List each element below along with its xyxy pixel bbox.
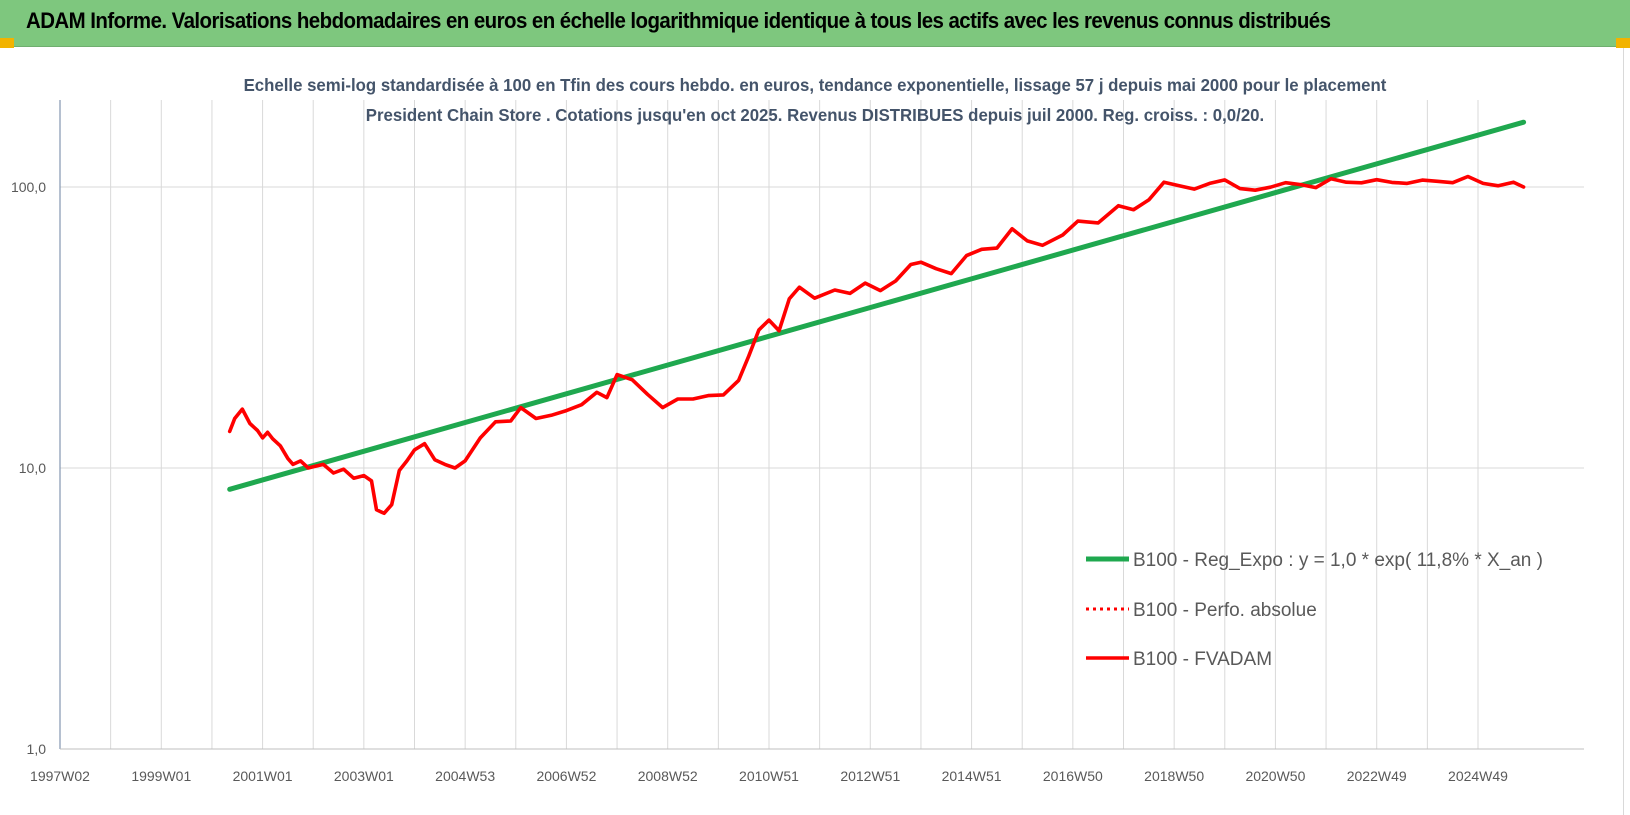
corner-marker-top-right [1616, 38, 1630, 48]
x-tick-label: 2016W50 [1043, 768, 1103, 784]
right-edge-strip [1623, 48, 1630, 815]
legend-label: B100 - Reg_Expo : y = 1,0 * exp( 11,8% *… [1133, 550, 1543, 571]
x-tick-label: 2020W50 [1245, 768, 1305, 784]
x-tick-label: 2003W01 [334, 768, 394, 784]
grid-layer [60, 100, 1584, 750]
y-tick-label: 10,0 [19, 460, 46, 476]
title-bar: ADAM Informe. Valorisations hebdomadaire… [0, 0, 1630, 47]
x-tick-label: 2018W50 [1144, 768, 1204, 784]
x-tick-label: 2004W53 [435, 768, 495, 784]
y-tick-label: 1,0 [27, 741, 47, 757]
x-tick-label: 2012W51 [840, 768, 900, 784]
series-line-fvadam [227, 174, 1526, 516]
x-tick-label: 2022W49 [1347, 768, 1407, 784]
x-tick-label: 2008W52 [638, 768, 698, 784]
x-tick-label: 1997W02 [30, 768, 90, 784]
x-tick-label: 1999W01 [131, 768, 191, 784]
x-tick-label: 2001W01 [233, 768, 293, 784]
x-tick-label: 2006W52 [536, 768, 596, 784]
report-title: ADAM Informe. Valorisations hebdomadaire… [26, 8, 1331, 33]
legend: B100 - Reg_Expo : y = 1,0 * exp( 11,8% *… [1086, 550, 1543, 670]
legend-label: B100 - FVADAM [1133, 649, 1272, 670]
x-tick-label: 2024W49 [1448, 768, 1508, 784]
y-tick-label: 100,0 [11, 179, 46, 195]
axis-layer: 1,0 10,0 100,0 1997W02 1999W01 2001W01 2003W01… [11, 100, 1584, 784]
chart-subtitle: Echelle semi-log standardisée à 100 en T… [243, 75, 1387, 125]
x-tick-label: 2010W51 [739, 768, 799, 784]
legend-label: B100 - Perfo. absolue [1133, 600, 1317, 621]
x-tick-label: 2014W51 [942, 768, 1002, 784]
series-layer [227, 119, 1527, 516]
series-line-reg-expo [227, 119, 1527, 492]
corner-marker-top-left [0, 38, 14, 48]
